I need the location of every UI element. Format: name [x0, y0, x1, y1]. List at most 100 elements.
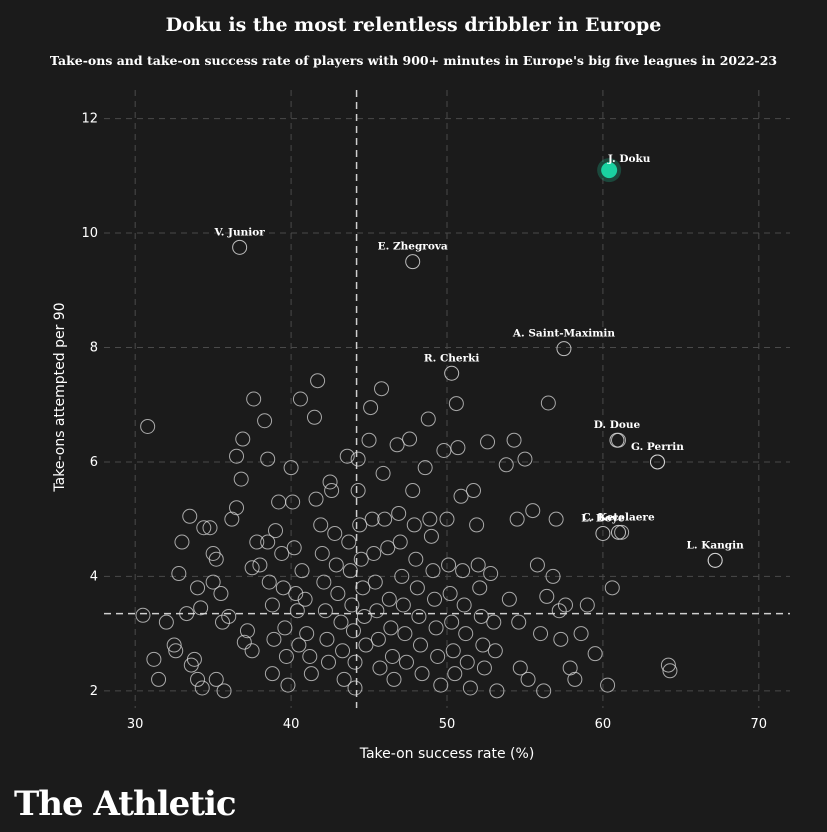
grid	[104, 90, 790, 708]
data-point	[322, 474, 338, 490]
y-tick-label: 2	[90, 684, 98, 699]
data-point	[372, 660, 388, 676]
data-point	[274, 546, 290, 561]
data-point	[450, 440, 466, 456]
y-tick-label: 12	[81, 112, 98, 127]
data-point	[428, 620, 444, 636]
data-point	[302, 649, 318, 664]
data-point	[427, 591, 443, 607]
point-label: V. Junior	[213, 226, 265, 238]
data-point	[319, 631, 335, 647]
data-point	[476, 660, 492, 676]
data-point	[392, 534, 408, 550]
data-point	[291, 637, 307, 653]
data-point	[366, 546, 382, 561]
data-point	[174, 534, 190, 550]
data-point	[166, 637, 182, 653]
data-point	[448, 396, 464, 412]
data-point	[268, 523, 283, 539]
data-point	[553, 631, 569, 647]
data-point	[536, 683, 552, 699]
data-point	[470, 557, 486, 573]
point-label: R. Cherki	[424, 352, 480, 364]
data-point	[412, 637, 428, 653]
data-point	[350, 483, 366, 499]
chart-subtitle: Take-ons and take-on success rate of pla…	[49, 53, 778, 68]
data-point	[288, 586, 304, 602]
data-point	[551, 603, 567, 619]
data-point	[168, 643, 184, 659]
data-point	[614, 524, 630, 540]
data-point	[140, 418, 156, 434]
data-point	[313, 517, 329, 533]
data-point	[579, 597, 595, 613]
data-point	[364, 511, 380, 527]
data-point	[208, 551, 224, 567]
data-point	[358, 637, 374, 653]
x-axis-label: Take-on success rate (%)	[359, 746, 535, 762]
y-tick-label: 10	[81, 226, 98, 241]
data-point	[380, 540, 396, 556]
data-point	[229, 448, 245, 464]
data-point	[205, 574, 221, 590]
data-point	[327, 525, 343, 541]
data-point	[310, 373, 326, 389]
x-tick-label: 40	[283, 717, 300, 732]
data-point	[383, 620, 399, 636]
data-point-labeled	[232, 239, 248, 255]
data-point	[261, 574, 277, 590]
data-point	[386, 671, 402, 687]
data-point	[548, 511, 564, 527]
data-point	[520, 671, 536, 687]
data-point	[308, 491, 324, 507]
data-point	[394, 568, 410, 584]
data-point-labeled	[649, 454, 665, 470]
data-point	[277, 620, 293, 636]
data-point	[278, 649, 294, 664]
data-point	[604, 580, 620, 596]
chart-title: Doku is the most relentless dribbler in …	[165, 14, 662, 36]
data-point	[480, 434, 496, 450]
data-point	[433, 677, 449, 693]
data-point	[397, 626, 413, 642]
data-point	[264, 666, 280, 682]
point-label: C. Ketelaere	[582, 511, 655, 523]
data-point	[417, 460, 433, 476]
data-point	[562, 660, 578, 676]
data-point	[377, 511, 393, 527]
data-point	[229, 500, 245, 516]
data-point	[408, 551, 424, 567]
data-point	[611, 432, 626, 448]
data-point	[297, 591, 313, 607]
data-point	[347, 680, 363, 696]
data-point-labeled	[405, 254, 421, 270]
data-point	[414, 666, 430, 682]
data-point	[420, 411, 436, 427]
data-point	[486, 614, 502, 630]
data-point	[280, 677, 296, 693]
data-point	[252, 557, 268, 573]
data-point-labeled	[595, 525, 611, 541]
data-point	[509, 511, 525, 527]
data-point	[398, 654, 414, 670]
data-point	[447, 666, 463, 682]
data-point-labeled	[556, 341, 572, 357]
data-point	[271, 494, 287, 510]
data-point	[587, 646, 603, 662]
data-point	[458, 626, 474, 642]
data-point	[375, 465, 391, 481]
data-point	[249, 534, 265, 550]
data-point	[361, 432, 377, 448]
data-point	[324, 483, 340, 499]
data-point	[244, 643, 260, 659]
data-point	[344, 597, 360, 613]
data-point	[356, 608, 372, 624]
data-point	[406, 517, 422, 533]
data-point	[456, 597, 472, 613]
data-point	[151, 671, 167, 687]
data-point	[196, 520, 212, 536]
data-point	[330, 586, 346, 602]
data-point	[445, 643, 461, 659]
data-point	[422, 511, 438, 527]
